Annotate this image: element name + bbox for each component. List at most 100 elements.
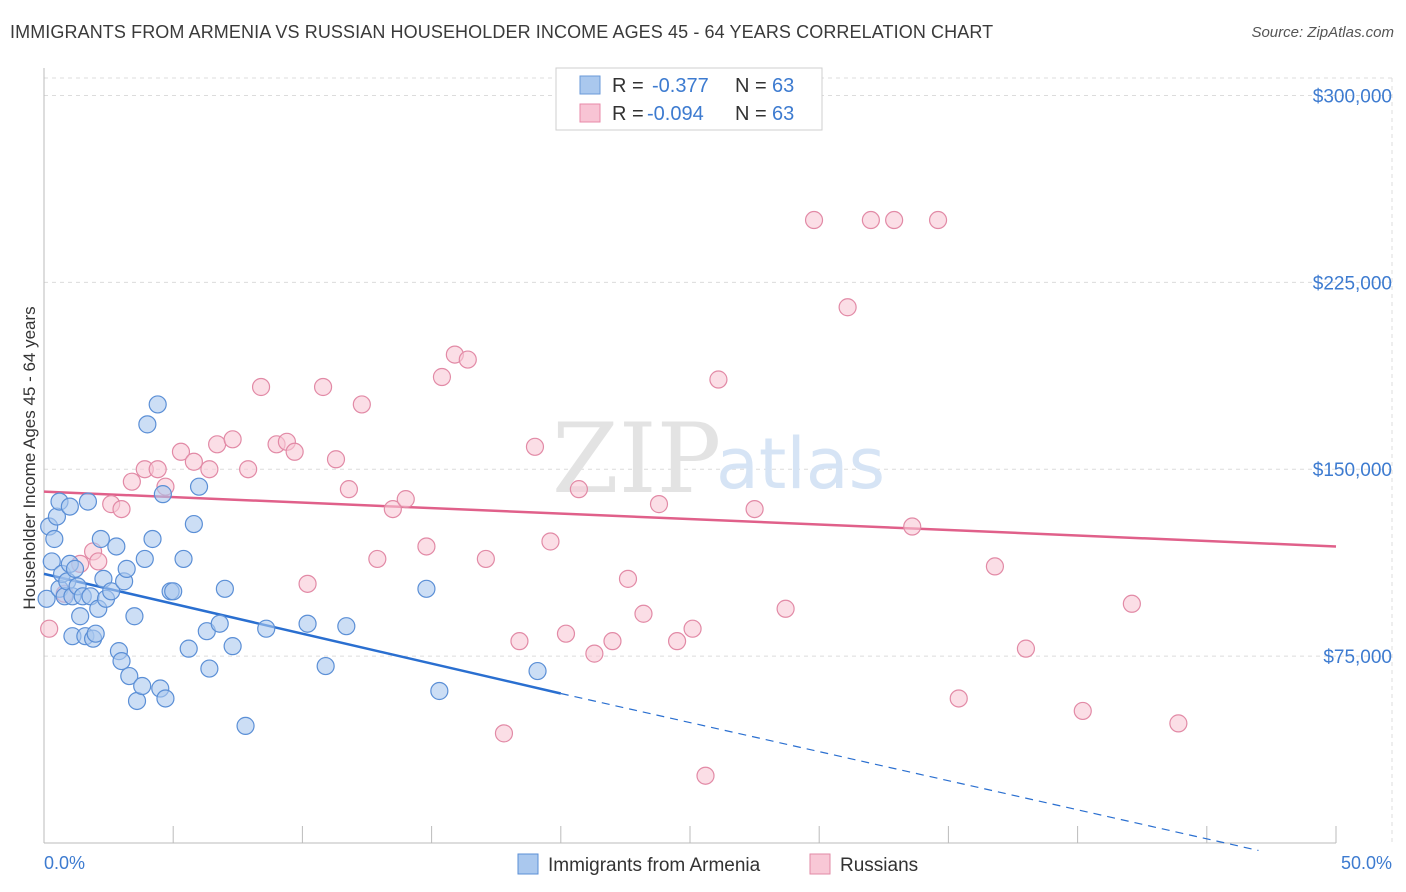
russians-point	[696, 766, 715, 785]
legend-swatch-russians	[579, 103, 601, 123]
russians-point	[40, 619, 59, 638]
russians-point	[804, 210, 824, 230]
armenia-point	[200, 659, 219, 678]
bottom-legend-swatch-russians	[809, 853, 831, 875]
armenia-point	[430, 681, 449, 701]
armenia-point	[148, 395, 167, 414]
armenia-point	[298, 614, 317, 633]
russians-point	[326, 450, 346, 469]
legend-n-label: N =	[735, 75, 767, 97]
russians-point	[1073, 701, 1092, 721]
y-tick-label: $75,000	[1323, 647, 1392, 668]
armenia-point	[60, 497, 79, 516]
armenia-point	[45, 529, 64, 549]
armenia-point	[528, 661, 547, 681]
russians-point	[903, 517, 922, 536]
trend-lines	[43, 490, 1337, 852]
russians-point	[432, 367, 452, 387]
legend-r-label: R =	[612, 75, 644, 97]
bottom-legend-swatch-armenia	[517, 853, 539, 875]
watermark-zip: ZIP	[552, 403, 721, 515]
russians-point	[122, 472, 141, 491]
armenia-point	[223, 637, 242, 656]
legend-n-value: 63	[772, 75, 794, 97]
chart-source: Source: ZipAtlas.com	[1251, 24, 1394, 41]
russians-point	[208, 435, 227, 454]
armenia-point	[156, 689, 175, 708]
watermark-atlas: atlas	[716, 423, 885, 505]
y-tick-label: $225,000	[1313, 273, 1392, 294]
russians-point	[667, 632, 687, 651]
armenia-point	[316, 656, 335, 676]
legend-swatch-armenia	[579, 75, 601, 95]
x-tick-label: 0.0%	[44, 853, 85, 873]
russians-point	[525, 437, 545, 456]
armenia-point	[179, 639, 198, 658]
russians-point	[649, 495, 669, 514]
russians-point	[776, 599, 795, 618]
series-armenia	[37, 395, 547, 735]
russians-point	[184, 452, 203, 471]
russians-point	[683, 619, 702, 638]
axes	[43, 68, 1337, 844]
russians-point	[339, 480, 359, 499]
russians-point	[1016, 639, 1036, 658]
armenia-point	[133, 676, 152, 696]
armenia-point	[117, 559, 136, 578]
russians-point	[1169, 714, 1188, 733]
trend-line-armenia	[43, 572, 562, 695]
armenia-point	[120, 666, 139, 686]
russians-point	[928, 210, 948, 230]
russians-point	[251, 377, 271, 397]
legend-n-value: 63	[772, 103, 794, 125]
trend-line-armenia-extension	[560, 692, 1259, 852]
russians-point	[89, 552, 108, 571]
russians-point	[476, 549, 495, 569]
russians-point	[368, 549, 387, 569]
russians-point	[585, 644, 604, 663]
armenia-point	[91, 529, 110, 549]
russians-point	[745, 499, 764, 519]
armenia-point	[102, 582, 121, 601]
russians-point	[510, 632, 529, 651]
armenia-point	[184, 514, 203, 534]
armenia-point	[138, 415, 157, 434]
russians-point	[603, 632, 622, 651]
russians-point	[298, 574, 317, 593]
legend-row-russians: R = -0.094 N = 63	[612, 103, 794, 125]
armenia-point	[215, 579, 234, 598]
legend-row-armenia: R = -0.377 N = 63	[612, 75, 794, 97]
x-tick-label: 50.0%	[1341, 853, 1392, 873]
bottom-legend-label-russians: Russians	[840, 855, 918, 876]
russians-point	[112, 499, 131, 519]
russians-point	[709, 370, 728, 389]
armenia-point	[143, 529, 162, 549]
chart-title: IMMIGRANTS FROM ARMENIA VS RUSSIAN HOUSE…	[10, 22, 994, 42]
armenia-point	[189, 477, 209, 496]
armenia-point	[174, 549, 193, 569]
armenia-point	[153, 485, 172, 504]
armenia-point	[125, 607, 144, 626]
russians-point	[949, 689, 968, 708]
armenia-point	[86, 624, 105, 643]
y-tick-label: $300,000	[1313, 86, 1392, 107]
russians-point	[313, 377, 333, 397]
bottom-legend: Immigrants from Armenia Russians	[517, 853, 918, 876]
russians-point	[458, 350, 477, 369]
russians-point	[1122, 594, 1141, 613]
russians-point	[285, 442, 304, 461]
russians-point	[223, 430, 242, 449]
russians-point	[148, 460, 167, 479]
x-tick-labels: 0.0% 50.0%	[44, 853, 1392, 873]
armenia-point	[65, 559, 85, 578]
russians-point	[383, 499, 402, 519]
armenia-point	[210, 614, 229, 633]
armenia-point	[37, 589, 56, 608]
russians-point	[885, 210, 904, 230]
bottom-legend-label-armenia: Immigrants from Armenia	[548, 855, 761, 876]
russians-point	[985, 557, 1005, 576]
armenia-point	[42, 552, 61, 571]
russians-point	[861, 210, 880, 230]
russians-point	[352, 395, 371, 414]
